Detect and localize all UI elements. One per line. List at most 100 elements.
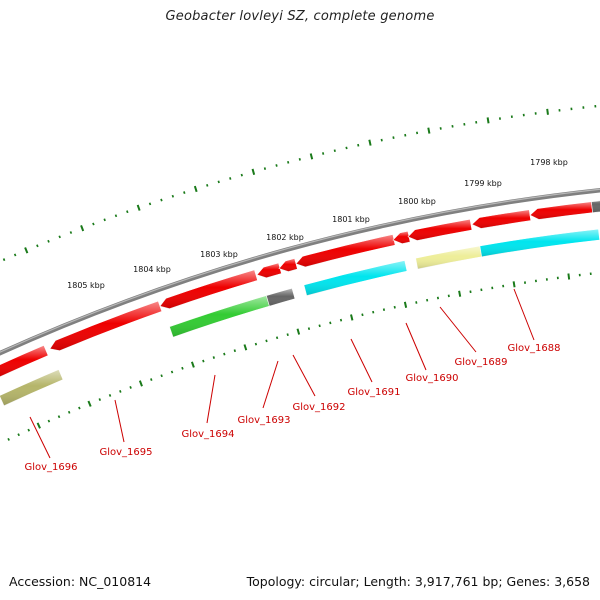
gene-label: Glov_1695 [99, 447, 152, 458]
scale-tick [193, 185, 198, 193]
gene-feature-shading [169, 295, 270, 338]
gene-feature-shading [160, 269, 258, 309]
scale-tick [393, 305, 396, 309]
scale-label: 1799 kbp [464, 179, 502, 188]
scale-tick [212, 356, 216, 359]
scale-tick [150, 378, 153, 381]
gene-features [0, 200, 600, 407]
gene-feature-shading [0, 369, 64, 406]
scale-tick [78, 406, 81, 410]
scale-tick [57, 415, 61, 419]
scale-tick [138, 380, 143, 387]
scale-tick [190, 361, 195, 368]
scale-tick [136, 204, 141, 211]
scale-tick [129, 385, 132, 389]
scale-tick [217, 180, 220, 184]
backbone-highlight [0, 188, 600, 353]
accession-text: Accession: NC_010814 [9, 574, 152, 589]
scale-tick [17, 433, 20, 437]
map-title: Geobacter lovleyi SZ, complete genome [165, 9, 435, 24]
scale-tick [263, 167, 267, 170]
gene-label: Glov_1688 [507, 343, 560, 354]
scale-tick [27, 428, 30, 432]
scale-tick [307, 327, 311, 331]
gene-feature-shading [393, 231, 411, 244]
scale-label: 1801 kbp [332, 215, 370, 224]
gene-callout-line [405, 322, 427, 371]
gene-feature-shading [266, 288, 295, 307]
scale-tick [119, 389, 122, 393]
scale-tick [350, 314, 354, 321]
gene-feature-shading [50, 301, 162, 351]
scale-tick [7, 437, 10, 441]
scale-tick [368, 139, 372, 146]
scale-tick [47, 239, 50, 243]
scale-tick [160, 198, 163, 202]
scale-tick [546, 108, 549, 115]
scale-tick [87, 400, 92, 407]
scale-tick [183, 191, 186, 194]
gene-callout-line [513, 288, 535, 341]
gene-label: Glov_1691 [347, 387, 400, 398]
scale-tick [160, 374, 163, 378]
gene-callout-line [439, 306, 477, 353]
gene-label: Glov_1692 [292, 402, 345, 413]
gene-feature-shading [0, 345, 49, 377]
scale-tick [181, 366, 184, 370]
gene-callout-line [292, 354, 316, 397]
scale-tick [486, 117, 490, 124]
scale-tick [148, 202, 152, 206]
scale-tick [36, 244, 39, 248]
scale-tick [309, 153, 314, 160]
scale-label: 1800 kbp [398, 197, 436, 206]
gene-feature-shading [472, 209, 531, 229]
scale-tick [380, 138, 383, 142]
scale-tick [415, 301, 418, 304]
scale-tick [24, 247, 29, 254]
scale-tick [287, 160, 290, 164]
scale-tick [265, 339, 268, 343]
scale-tick [298, 157, 301, 161]
scale-tick [275, 336, 279, 340]
scale-tick [275, 164, 278, 167]
scale-tick [80, 225, 85, 232]
scale-tick [458, 290, 462, 297]
scale-tick [233, 349, 236, 353]
scale-tick [296, 328, 301, 335]
scale-tick [357, 143, 360, 147]
gene-callouts: Glov_1688Glov_1689Glov_1690Glov_1691Glov… [24, 288, 561, 473]
backbone-arc [0, 187, 600, 356]
scale-tick [114, 214, 118, 218]
scale-tick [567, 273, 571, 280]
gene-feature-shading [279, 258, 298, 272]
scale-tick [92, 222, 95, 226]
genome-backbone [0, 187, 600, 356]
gene-feature-shading [479, 229, 600, 257]
gene-feature-shading [303, 260, 408, 296]
gene-label: Glov_1690 [405, 373, 458, 384]
scale-tick [403, 301, 408, 308]
scale-tick [361, 313, 364, 317]
inner-scale-ticks [7, 272, 592, 441]
scale-tick [254, 342, 258, 346]
scale-tick [243, 344, 248, 351]
scale-tick [58, 235, 61, 239]
gene-label: Glov_1694 [181, 429, 234, 440]
genome-summary-text: Topology: circular; Length: 3,917,761 bp… [246, 574, 590, 589]
gene-label: Glov_1689 [454, 357, 507, 368]
scale-tick [229, 177, 232, 180]
scale-tick [103, 218, 106, 222]
scale-labels: 1798 kbp 1799 kbp 1800 kbp 1801 kbp 1802 kbp… [67, 158, 568, 290]
gene-callout-line [350, 338, 373, 383]
gene-feature-shading [530, 201, 593, 220]
gene-callout-line [114, 399, 125, 443]
gene-label: Glov_1696 [24, 462, 77, 473]
scale-tick [69, 231, 73, 234]
scale-tick [13, 253, 17, 257]
scale-tick [98, 398, 102, 402]
scale-label: 1803 kbp [200, 250, 238, 259]
scale-label: 1798 kbp [530, 158, 568, 167]
scale-tick [202, 359, 205, 363]
gene-feature-shading [296, 234, 396, 267]
